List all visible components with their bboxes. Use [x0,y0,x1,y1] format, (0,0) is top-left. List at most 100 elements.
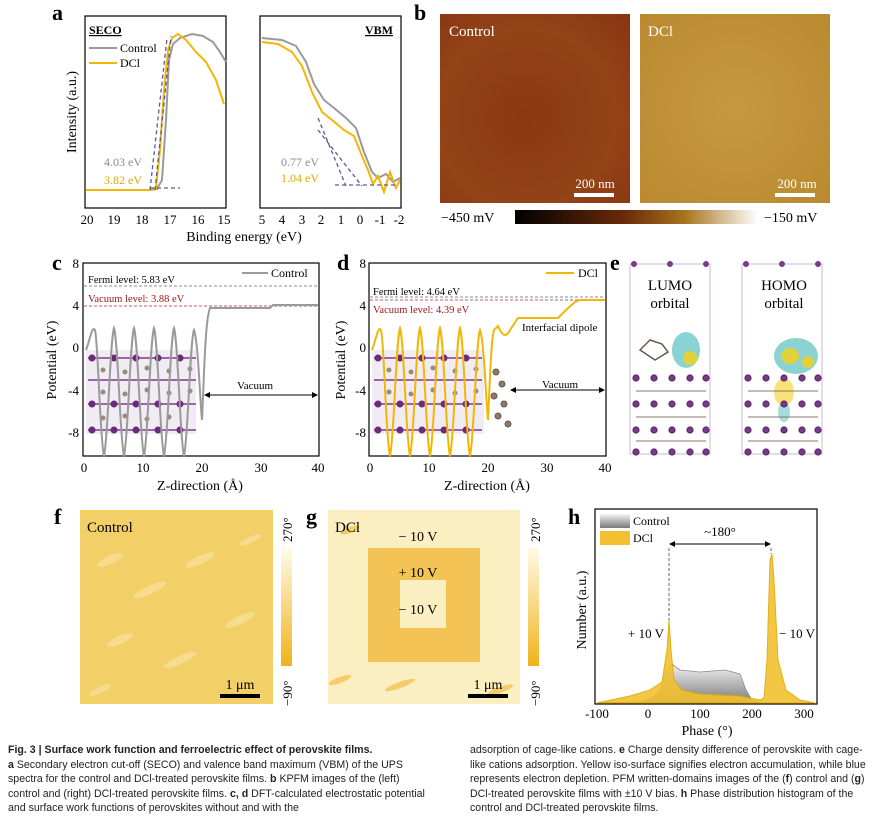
d-ytick: -8 [355,425,366,440]
h-xtick: 0 [645,706,652,721]
pfm-control-scale-bar [220,694,260,698]
panel-label-g: g [306,504,317,529]
c-ytick: -4 [68,383,79,398]
h-xtick: 200 [742,706,762,721]
d-xtick: 30 [541,460,554,475]
caption-part: a Secondary electron cut-off (SECO) and … [8,758,403,786]
kpfm-dcl-label: DCl [648,24,673,40]
d-ytick: 4 [360,298,367,313]
h-legend-dcl-text: DCl [633,531,654,545]
pfm-dcl-scale-bar [468,694,508,698]
pfm-dcl-label: DCl [335,520,360,536]
seco-dcl-curve [86,32,225,191]
legend-control-text: Control [120,41,157,55]
vbm-title: VBM [365,23,393,37]
seco-fit-line-dcl [149,37,168,191]
d-legend-text: DCl [578,266,599,280]
kpfm-control-texture [440,14,630,203]
panel-label-e: e [610,250,620,275]
kpfm-colorbar-min: −450 mV [441,211,494,226]
seco-plot-frame [84,15,227,209]
c-vacuum-label: Vacuum [237,380,273,392]
c-legend-text: Control [271,266,308,280]
e-homo-structure [741,261,823,456]
d-ytick: 0 [360,340,367,355]
vbm-tick: -1 [375,212,386,227]
seco-fit-line-control [154,35,172,191]
kpfm-dcl-scale-bar [775,193,815,197]
pfm-dcl-v-inner: − 10 V [399,603,438,618]
vbm-tick: 0 [357,212,364,227]
caption-part: b KPFM images of the (left) control and … [8,773,400,800]
d-xtick: 40 [599,460,612,475]
h-xtick: 100 [690,706,710,721]
vbm-tick: -2 [394,212,405,227]
caption-part: f) control and ( [785,773,855,786]
d-ytick: -4 [355,383,366,398]
h-xtick: 300 [794,706,814,721]
vbm-dcl-curve [261,41,401,196]
caption-part: e Charge density difference of perovskit… [470,744,866,786]
d-xtick: 20 [482,460,495,475]
caption-left: Fig. 3 | Surface work function and ferro… [8,743,426,816]
d-xtick: 0 [367,460,374,475]
h-legend-dcl-swatch [600,531,630,545]
c-vacuum-arrow-right [312,392,318,398]
g-cb-bottom: −90° [528,680,543,706]
panel-h-frame [594,508,818,705]
d-ytick: 8 [360,256,367,271]
kpfm-control-scale-text: 200 nm [575,176,614,191]
vbm-plot-frame [259,15,402,209]
panel-label-h: h [568,504,580,529]
caption-part: g) DCl-treated perovskite films with ±10… [470,773,865,800]
kpfm-dcl-scale-text: 200 nm [777,176,816,191]
seco-tick: 19 [108,212,121,227]
pfm-dcl-inner-domain [400,580,446,628]
vbm-fit-line-control [317,117,347,187]
c-fermi-text: Fermi level: 5.83 eV [88,275,175,286]
caption-part: adsorption of cage-like cations. [470,744,619,756]
vbm-dcl-value: 1.04 eV [281,171,319,185]
e-lumo-label2: orbital [650,296,689,312]
vbm-fit-line-dcl [317,129,363,187]
seco-x-ticks: 20 19 18 17 16 15 [81,212,231,227]
pfm-dcl-v-mid: + 10 V [399,566,438,581]
panel-d-y-ticks: 8 4 0 -4 -8 [355,256,366,440]
panel-a-ylabel: Intensity (a.u.) [65,71,80,153]
d-vacuum-arrow-left [510,387,516,393]
vbm-tick: 4 [279,212,286,227]
c-xtick: 20 [196,460,209,475]
vbm-control-curve [261,37,401,184]
panel-c-x-ticks: 0 10 20 30 40 [81,460,325,475]
figure-canvas: a Intensity (a.u.) SECO VBM Control DCl … [45,0,830,739]
pfm-dcl-scale-text: 1 μm [474,678,503,693]
g-cb-top: 270° [528,517,543,542]
e-lumo-label: LUMO [648,278,692,294]
c-xtick: 10 [137,460,150,475]
panel-d-x-ticks: 0 10 20 30 40 [367,460,612,475]
kpfm-control-label: Control [449,24,495,40]
caption-part: h Phase distribution histogram of the co… [470,787,854,815]
panel-label-f: f [54,504,62,529]
c-xtick: 0 [81,460,88,475]
seco-tick: 16 [192,212,206,227]
c-ytick: -8 [68,425,79,440]
h-dcl-histogram [596,553,816,704]
caption-right: adsorption of cage-like cations. e Charg… [470,743,876,816]
seco-tick: 17 [164,212,178,227]
legend-dcl-text: DCl [120,56,141,70]
panel-label-c: c [52,250,62,275]
h-legend-control-swatch [600,514,630,528]
seco-tick: 15 [218,212,231,227]
panel-d-ylabel: Potential (eV) [334,320,349,399]
seco-tick: 18 [136,212,149,227]
seco-control-curve [86,32,227,191]
kpfm-control-image [440,14,630,203]
h-arrow-right [765,541,771,547]
h-minus-label: − 10 V [779,626,816,641]
panel-h-xlabel: Phase (°) [681,724,732,739]
vbm-x-ticks: 5 4 3 2 1 0 -1 -2 [259,212,405,227]
panel-d-xlabel: Z-direction (Å) [444,478,530,494]
vbm-tick: 1 [338,212,345,227]
panel-h-ylabel: Number (a.u.) [575,570,590,649]
